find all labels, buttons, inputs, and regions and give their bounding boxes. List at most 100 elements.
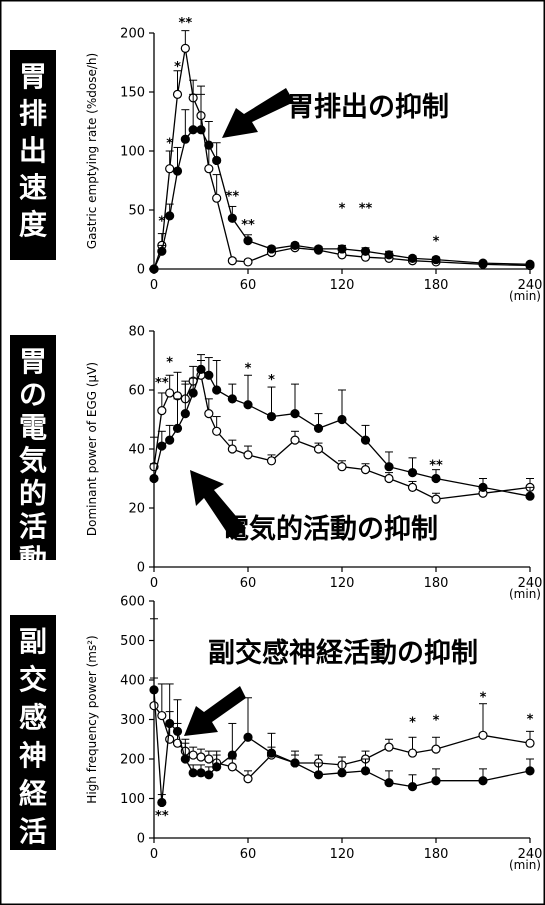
data-point [180, 409, 190, 419]
data-point [266, 244, 277, 254]
data-point [525, 738, 535, 748]
data-point [337, 244, 347, 254]
data-point [227, 762, 237, 772]
data-point [243, 400, 253, 410]
data-point [149, 473, 159, 484]
y-tick-label: 200 [120, 753, 145, 768]
data-point [149, 685, 159, 695]
data-point [243, 774, 253, 784]
series-open [149, 30, 535, 274]
data-point [384, 778, 394, 788]
side-label: 胃排出速度 [19, 60, 47, 241]
data-point [266, 748, 277, 758]
x-tick-label: 120 [330, 576, 355, 591]
x-tick-label: 0 [150, 847, 158, 862]
x-tick-label: 180 [424, 576, 449, 591]
data-point [149, 701, 159, 711]
significance-marker: * [433, 714, 440, 729]
data-point [196, 125, 206, 135]
y-tick-label: 20 [128, 502, 145, 517]
annotation-arrow-icon [190, 470, 246, 540]
x-unit-label: (min) [509, 587, 541, 601]
data-point [525, 766, 535, 776]
y-tick-label: 300 [120, 713, 145, 728]
data-point [227, 213, 237, 223]
significance-marker: ** [155, 809, 169, 824]
y-tick-label: 80 [128, 325, 145, 340]
significance-marker: ** [429, 459, 443, 474]
data-point [266, 456, 277, 466]
data-point [337, 768, 347, 778]
data-point [478, 730, 488, 740]
significance-marker: * [268, 373, 275, 388]
data-point [165, 388, 175, 398]
data-point [188, 388, 198, 398]
data-point [227, 256, 237, 266]
data-point [227, 750, 237, 760]
y-axis-label: Gastric emptying rate (%dose/h) [85, 53, 99, 249]
series-filled [149, 354, 535, 501]
series-line [153, 48, 531, 270]
data-point [337, 414, 347, 425]
annotation-arrow-icon [184, 686, 246, 736]
data-point [165, 734, 175, 744]
x-tick-label: 60 [240, 576, 257, 591]
y-tick-label: 400 [120, 674, 145, 689]
data-point [165, 435, 175, 445]
series-filled [149, 677, 535, 808]
significance-marker: ** [155, 376, 169, 391]
data-point [157, 441, 167, 451]
side-label-box [10, 615, 56, 850]
data-point [204, 770, 214, 780]
y-tick-label: 200 [120, 27, 145, 42]
side-label-box [10, 335, 56, 560]
data-point [360, 435, 371, 445]
data-point [384, 462, 394, 472]
data-point [313, 770, 324, 780]
data-point [180, 754, 190, 764]
x-tick-label: 240 [518, 847, 543, 862]
data-point [196, 364, 206, 374]
x-tick-label: 60 [240, 278, 257, 293]
annotation-text: 胃排出の抑制 [287, 92, 449, 123]
data-point [204, 140, 214, 150]
annotation-text: 副交感神経活動の抑制 [208, 637, 478, 669]
data-point [431, 776, 441, 786]
y-tick-label: 0 [137, 263, 145, 278]
data-point [290, 758, 300, 768]
data-point [431, 744, 441, 754]
data-point [431, 473, 441, 484]
data-point [525, 259, 535, 269]
data-point [431, 494, 441, 504]
data-point [196, 752, 206, 762]
y-tick-label: 60 [128, 384, 145, 399]
data-point [478, 258, 488, 268]
x-tick-label: 0 [150, 278, 158, 293]
y-tick-label: 100 [120, 792, 145, 807]
data-point [290, 240, 300, 250]
y-tick-label: 40 [128, 443, 145, 458]
data-point [313, 444, 324, 454]
data-point [157, 797, 167, 808]
data-point [313, 244, 324, 254]
x-tick-label: 60 [240, 847, 257, 862]
x-tick-label: 240 [518, 278, 543, 293]
significance-marker: * [339, 201, 346, 216]
data-point [337, 462, 347, 472]
series-line [153, 689, 531, 803]
chart-panel-3: 副交感神経活動 0 100 200 300 400 500 600 0 60 120 180 240(m… [10, 595, 543, 886]
data-point [407, 748, 418, 758]
significance-marker: * [166, 136, 173, 151]
data-point [243, 732, 253, 742]
y-tick-label: 500 [120, 634, 145, 649]
data-point [384, 250, 394, 260]
significance-marker: * [409, 716, 416, 731]
significance-marker: * [174, 60, 181, 75]
data-point [212, 426, 222, 436]
data-point [188, 125, 198, 135]
x-tick-label: 120 [330, 847, 355, 862]
annotation-arrow-icon [222, 88, 294, 138]
data-point [525, 491, 535, 501]
y-tick-label: 0 [137, 832, 145, 847]
